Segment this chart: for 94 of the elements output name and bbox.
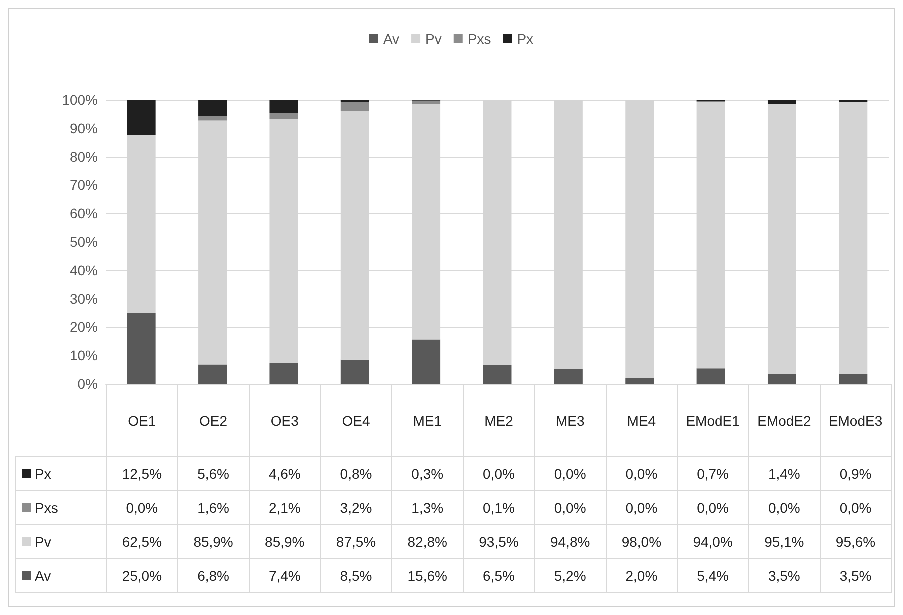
bar (270, 100, 298, 114)
y-tick-label: 70% (70, 177, 98, 194)
data-label: 1,6% (178, 490, 250, 524)
x-tick-label: ME1 (392, 384, 464, 456)
data-label: 85,9% (178, 524, 250, 558)
y-tick-label: 10% (70, 348, 98, 364)
x-tick-label: EModE1 (677, 384, 749, 456)
data-label: 0,0% (677, 490, 749, 524)
data-label: 1,4% (748, 456, 820, 490)
y-tick-label: 20% (70, 319, 98, 336)
bar (340, 102, 370, 112)
bar (412, 340, 441, 384)
data-label: 15,6% (392, 558, 464, 592)
data-label: 0,9% (820, 456, 892, 490)
bar (270, 362, 298, 384)
data-label: 7,4% (249, 558, 321, 592)
legend-label: Av (383, 31, 400, 47)
data-label: 85,9% (249, 524, 321, 558)
data-label: 6,5% (463, 558, 535, 592)
bar (198, 116, 228, 121)
bar (198, 364, 228, 384)
data-label: 1,3% (392, 490, 464, 524)
data-label: 0,0% (534, 456, 606, 490)
legend-label: Pv (426, 31, 442, 47)
text: Pxs (35, 500, 58, 516)
text: Pv (35, 534, 52, 550)
bar (839, 100, 868, 103)
x-tick-label: ME4 (606, 384, 678, 456)
data-label: 94,0% (677, 524, 749, 558)
data-label: 0,0% (606, 490, 678, 524)
bar (127, 313, 156, 384)
bar (554, 369, 583, 384)
bar (340, 360, 370, 384)
data-label: 0,8% (320, 456, 392, 490)
bar (768, 374, 796, 384)
bar (198, 100, 228, 116)
data-label: 0,0% (748, 490, 820, 524)
data-label: 0,0% (534, 490, 606, 524)
data-label: 93,5% (463, 524, 535, 558)
legend-label: Pxs (468, 31, 492, 47)
data-label: 95,1% (748, 524, 820, 558)
data-label: 2,1% (249, 490, 321, 524)
data-label: 6,8% (178, 558, 250, 592)
data-label: 12,5% (106, 456, 178, 490)
x-tick-label: EModE3 (820, 384, 892, 456)
bar (412, 100, 441, 105)
data-label: 3,2% (320, 490, 392, 524)
legend-label: Px (517, 31, 534, 47)
y-tick-label: 40% (70, 262, 98, 278)
x-tick-label: ME3 (534, 384, 606, 456)
x-tick-label: EModE2 (748, 384, 820, 456)
x-tick-label: OE3 (249, 384, 321, 456)
data-label: 8,5% (320, 558, 392, 592)
data-label: 0,7% (677, 456, 749, 490)
data-label: 82,8% (392, 524, 464, 558)
y-tick-label: 90% (70, 120, 98, 136)
data-label: 62,5% (106, 524, 178, 558)
data-label: 0,0% (606, 456, 678, 490)
y-tick-label: 80% (70, 148, 98, 165)
data-label: 94,8% (534, 524, 606, 558)
data-label: 0,0% (106, 490, 178, 524)
bar (127, 100, 156, 136)
data-label: 3,5% (820, 558, 892, 592)
x-tick-label: OE4 (320, 384, 392, 456)
bar (768, 100, 796, 104)
data-label: 0,0% (820, 490, 892, 524)
y-tick-label: 50% (70, 234, 98, 250)
data-label: 0,1% (463, 490, 535, 524)
data-label: 0,0% (463, 456, 535, 490)
data-label: 98,0% (606, 524, 678, 558)
data-label: 0,3% (392, 456, 464, 490)
data-label: 5,2% (534, 558, 606, 592)
bar (696, 368, 726, 384)
bar (839, 374, 868, 384)
data-label: 87,5% (320, 524, 392, 558)
data-label: 3,5% (748, 558, 820, 592)
x-tick-label: OE2 (178, 384, 250, 456)
y-tick-label: 100% (62, 92, 98, 108)
bar (483, 366, 512, 384)
data-label: 95,6% (820, 524, 892, 558)
data-label: 25,0% (106, 558, 178, 592)
data-label: 2,0% (606, 558, 678, 592)
data-label: 4,6% (249, 456, 321, 490)
x-tick-label: OE1 (106, 384, 178, 456)
bar (270, 113, 298, 120)
y-tick-label: 30% (70, 290, 98, 307)
y-tick-label: 60% (70, 206, 98, 222)
x-tick-label: ME2 (463, 384, 535, 456)
data-label: 5,6% (178, 456, 250, 490)
data-label: 5,4% (677, 558, 749, 592)
text: Av (35, 568, 52, 584)
y-tick-label: 0% (78, 376, 98, 392)
bar (626, 378, 654, 384)
text: Px (35, 466, 52, 482)
